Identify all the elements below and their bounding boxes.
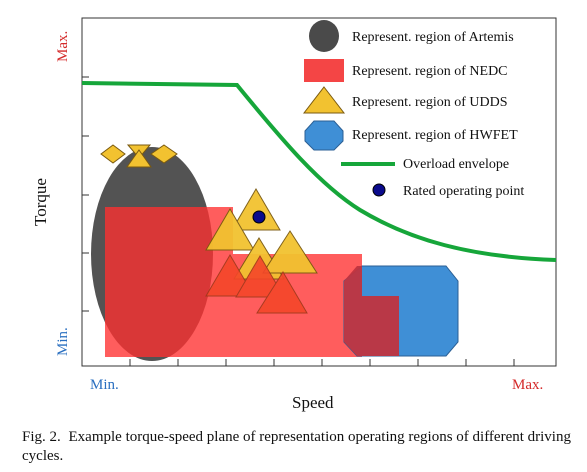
legend-rated-label: Rated operating point	[403, 184, 524, 199]
udds-region	[205, 188, 318, 280]
x-max-label: Max.	[512, 377, 543, 393]
udds-markers-top	[100, 144, 178, 168]
x-axis-label: Speed	[292, 393, 334, 412]
nedc-hwfet-overlap	[344, 266, 399, 356]
legend-nedc-label: Represent. region of NEDC	[352, 64, 508, 79]
caption-text: Example torque-speed plane of representa…	[22, 429, 571, 464]
y-ticks	[82, 76, 89, 312]
y-min-label: Min.	[55, 327, 71, 356]
legend-hwfet-swatch	[304, 120, 344, 151]
y-axis-label: Torque	[31, 178, 50, 226]
legend-udds-label: Represent. region of UDDS	[352, 95, 508, 110]
rated-operating-point	[252, 210, 266, 224]
x-min-label: Min.	[90, 377, 119, 393]
legend: Represent. region of Artemis Represent. …	[302, 20, 524, 199]
legend-hwfet-label: Represent. region of HWFET	[352, 128, 518, 143]
udds-nedc-overlap	[205, 254, 308, 314]
legend-artemis-swatch	[309, 20, 339, 52]
overload-envelope	[81, 81, 557, 262]
legend-nedc-swatch	[304, 59, 344, 82]
figure-caption: Fig. 2. Example torque-speed plane of re…	[22, 428, 582, 466]
x-ticks	[129, 359, 515, 366]
legend-rated-swatch	[372, 183, 386, 197]
caption-label: Fig. 2.	[22, 429, 61, 445]
legend-artemis-label: Represent. region of Artemis	[352, 30, 514, 45]
plot-frame	[81, 17, 557, 367]
legend-udds-swatch	[302, 86, 346, 114]
y-max-label: Max.	[55, 31, 71, 62]
legend-envelope-label: Overload envelope	[403, 157, 509, 172]
